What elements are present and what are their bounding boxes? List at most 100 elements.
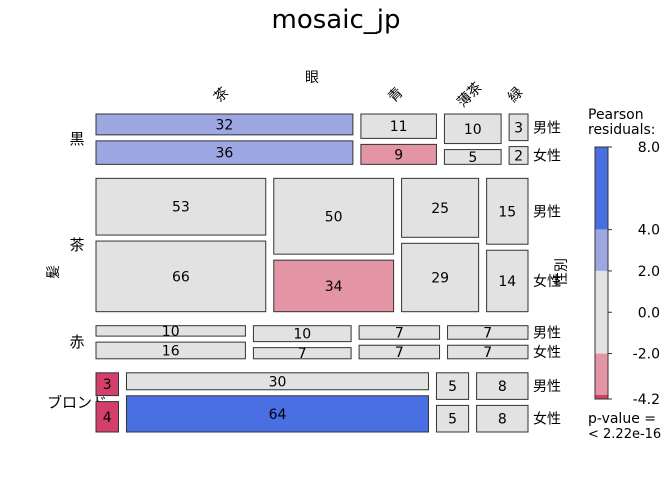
mosaic-cell xyxy=(447,325,529,340)
cell-count-label: 15 xyxy=(498,204,516,220)
cell-count-label: 16 xyxy=(162,343,180,359)
mosaic-cell xyxy=(125,372,429,391)
split-variable-label: 性別 xyxy=(554,258,570,286)
mosaic-cell xyxy=(447,344,529,360)
mosaic-cell xyxy=(486,177,529,245)
hair-label: 赤 xyxy=(69,333,84,351)
legend-tick-label: -4.2 xyxy=(633,392,660,408)
cell-count-label: 7 xyxy=(483,345,492,361)
cell-count-label: 7 xyxy=(395,325,404,341)
hair-label: 茶 xyxy=(69,236,84,254)
mosaic-cell xyxy=(95,401,119,433)
cell-count-label: 29 xyxy=(431,271,449,287)
cell-count-label: 7 xyxy=(483,325,492,341)
cell-count-label: 14 xyxy=(498,274,516,290)
mosaic-cell xyxy=(401,242,480,313)
cell-count-label: 11 xyxy=(390,119,408,135)
mosaic-cell xyxy=(443,149,502,165)
mosaic-cell xyxy=(360,143,437,165)
mosaic-cell xyxy=(95,372,119,397)
mosaic-cell xyxy=(360,113,437,139)
cell-count-label: 3 xyxy=(514,120,523,136)
cell-count-label: 50 xyxy=(325,209,343,225)
legend-tick-label: 4.0 xyxy=(638,223,660,239)
mosaic-cell xyxy=(476,404,529,433)
mosaic-cell xyxy=(95,113,354,136)
sex-label: 男性 xyxy=(533,120,561,136)
cell-count-label: 36 xyxy=(216,146,234,162)
mosaic-cell xyxy=(273,177,395,255)
eye-label: 薄茶 xyxy=(454,80,485,111)
legend-title: Pearson xyxy=(588,107,644,123)
cell-count-label: 8 xyxy=(498,379,507,395)
p-value-label: p-value = xyxy=(588,411,656,427)
cell-count-label: 32 xyxy=(216,117,234,133)
cell-count-label: 30 xyxy=(269,374,287,390)
sex-label: 女性 xyxy=(533,147,561,164)
column-variable-label: 眼 xyxy=(305,70,319,86)
cell-count-label: 4 xyxy=(103,410,112,426)
mosaic-cell xyxy=(95,325,246,337)
mosaic-cell xyxy=(252,325,352,343)
p-value: < 2.22e-16 xyxy=(588,427,661,442)
chart-title: mosaic_jp xyxy=(272,5,401,35)
legend-color-band xyxy=(595,147,608,230)
hair-label: ブロンド xyxy=(47,393,107,411)
mosaic-cell xyxy=(435,404,470,433)
mosaic-cell xyxy=(358,325,441,340)
cell-count-label: 7 xyxy=(298,346,307,362)
cell-count-label: 3 xyxy=(103,377,112,393)
legend-tick-label: 2.0 xyxy=(638,264,660,280)
mosaic-cell xyxy=(95,240,267,313)
legend-color-band xyxy=(595,229,608,271)
legend-color-band xyxy=(595,353,608,395)
legend-tick-label: -2.0 xyxy=(633,347,660,363)
cell-count-label: 7 xyxy=(395,345,404,361)
legend-color-band xyxy=(595,270,608,354)
cell-count-label: 10 xyxy=(293,327,311,343)
mosaic-cell xyxy=(252,347,352,360)
mosaic-cell xyxy=(95,140,354,165)
cell-count-label: 53 xyxy=(172,200,190,216)
eye-label: 緑 xyxy=(505,85,526,106)
cell-count-label: 34 xyxy=(325,279,343,295)
eye-label: 青 xyxy=(385,85,406,106)
cell-count-label: 66 xyxy=(172,269,190,285)
cell-count-label: 8 xyxy=(498,412,507,428)
row-variable-label: 髪 xyxy=(46,265,62,279)
legend-title: residuals: xyxy=(588,122,655,138)
mosaic-cell xyxy=(95,341,246,360)
sex-label: 女性 xyxy=(533,273,561,290)
mosaic-cell xyxy=(443,113,502,145)
cell-count-label: 25 xyxy=(431,201,449,217)
cell-count-label: 5 xyxy=(468,150,477,166)
mosaic-cell xyxy=(508,113,529,142)
legend-color-band xyxy=(595,394,608,399)
legend-bar-outline xyxy=(594,146,609,400)
mosaic-cell xyxy=(273,259,395,313)
sex-label: 女性 xyxy=(533,344,561,361)
cell-count-label: 2 xyxy=(514,148,523,164)
hair-label: 黒 xyxy=(69,130,84,148)
mosaic-cell xyxy=(435,372,470,400)
mosaic-cell xyxy=(125,395,429,433)
legend-tick-label: 0.0 xyxy=(638,305,660,321)
mosaic-cell xyxy=(95,177,267,236)
mosaic-cell xyxy=(486,249,529,313)
cell-count-label: 5 xyxy=(448,412,457,428)
mosaic-cell xyxy=(508,146,529,165)
cell-count-label: 10 xyxy=(162,324,180,340)
cell-count-label: 5 xyxy=(448,379,457,395)
mosaic-cell xyxy=(476,372,529,400)
sex-label: 男性 xyxy=(533,204,561,220)
cell-count-label: 64 xyxy=(269,407,287,423)
sex-label: 男性 xyxy=(533,379,561,395)
sex-label: 男性 xyxy=(533,325,561,341)
legend-tick-label: 8.0 xyxy=(638,140,660,156)
eye-label: 茶 xyxy=(211,85,232,106)
sex-label: 女性 xyxy=(533,411,561,428)
cell-count-label: 9 xyxy=(394,147,403,163)
cell-count-label: 10 xyxy=(464,122,482,138)
